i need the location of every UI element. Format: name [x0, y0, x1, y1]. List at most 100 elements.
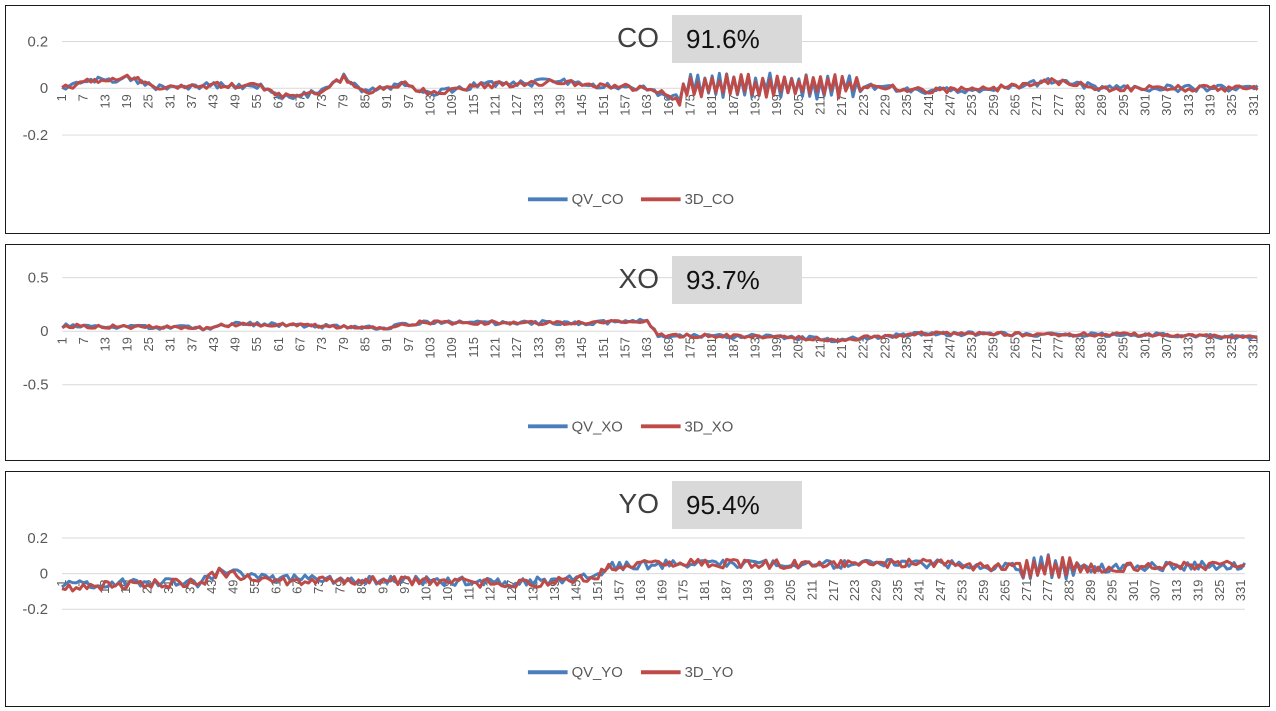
x-tick-label: 313	[1181, 94, 1196, 115]
x-tick-label: 49	[228, 337, 243, 351]
x-tick-label: 7	[76, 94, 91, 101]
x-tick-label: 325	[1224, 337, 1239, 358]
x-tick-label: 217	[826, 580, 841, 601]
x-tick-label: 13	[98, 337, 113, 351]
x-tick-label: 43	[206, 337, 221, 351]
x-tick-label: 331	[1246, 94, 1261, 115]
x-tick-label: 247	[943, 94, 958, 115]
x-tick-label: 115	[466, 337, 481, 358]
x-tick-label: 301	[1137, 337, 1152, 358]
series-line-3d_co	[61, 72, 1259, 107]
x-tick-label: 67	[293, 337, 308, 351]
x-tick-label: 37	[184, 94, 199, 108]
legend-label: QV_YO	[572, 665, 623, 681]
x-tick-label: 145	[568, 580, 583, 601]
series-line-3d_yo	[61, 554, 1245, 593]
x-tick-label: 157	[617, 94, 632, 115]
x-tick-label: 265	[1007, 337, 1022, 358]
x-tick-label: 241	[912, 580, 927, 601]
y-tick-label: -0.2	[23, 128, 49, 144]
x-tick-label: 277	[1051, 337, 1066, 358]
x-tick-label: 163	[639, 94, 654, 115]
x-tick-label: 241	[921, 337, 936, 358]
x-tick-label: 187	[726, 337, 741, 358]
legend-label: 3D_YO	[685, 665, 734, 681]
x-tick-label: 103	[423, 337, 438, 358]
x-tick-label: 283	[1073, 94, 1088, 115]
x-tick-label: 325	[1212, 580, 1227, 601]
x-tick-label: 223	[856, 94, 871, 115]
xo-chart: 0.5 0 -0.5 1 7 13 19 25 31 37 43 49 55 61 67 73 79 85 91 97…	[23, 271, 1261, 436]
x-tick-label: 7	[76, 337, 91, 344]
x-tick-label: 109	[444, 337, 459, 358]
x-tick-label: 61	[271, 337, 286, 351]
x-tick-label: 43	[206, 94, 221, 108]
x-tick-label: 91	[379, 337, 394, 351]
chart-title: XO	[618, 263, 659, 294]
percent-badge: 91.6%	[672, 15, 802, 63]
x-tick-label: 253	[964, 337, 979, 358]
y-tick-label: -0.5	[23, 378, 49, 394]
x-tick-label: 313	[1181, 337, 1196, 358]
legend-label: 3D_CO	[685, 192, 735, 208]
x-tick-label: 127	[509, 94, 524, 115]
legend-label: 3D_XO	[685, 419, 734, 435]
y-tick-label: 0.5	[28, 271, 49, 287]
x-tick-label: 121	[487, 94, 502, 115]
x-tick-label: 319	[1202, 337, 1217, 358]
x-tick-label: 181	[697, 580, 712, 601]
yo-chart: 0.20-0.21 7 13 19 25 31 37 43 49 55 61 67 73 79 85 91 97…	[22, 531, 1248, 681]
x-tick-label: 265	[1008, 94, 1023, 115]
x-tick-label: 277	[1051, 94, 1066, 115]
chart-title: YO	[618, 488, 659, 519]
x-tick-label: 133	[531, 337, 546, 358]
y-tick-label: 0.2	[28, 34, 49, 50]
x-tick-label: 127	[509, 337, 524, 358]
x-tick-label: 175	[682, 337, 697, 358]
x-tick-label: 61	[268, 580, 283, 594]
x-tick-label: 199	[769, 337, 784, 358]
x-tick-label: 301	[1126, 580, 1141, 601]
y-tick-label: 0	[40, 567, 48, 583]
x-tick-label: 97	[401, 94, 416, 108]
x-tick-label: 151	[596, 94, 611, 115]
x-tick-label: 85	[358, 337, 373, 351]
y-tick-label: 0.2	[27, 531, 48, 547]
co-chart-panel: 0.2 0 -0.2 1 7 13 19 25 31 37 43 49 55 61 67 73 79 85 91 97…	[5, 5, 1270, 234]
y-tick-label: 0	[40, 81, 48, 97]
x-tick-label: 145	[574, 94, 589, 115]
x-tick-label: 151	[596, 337, 611, 358]
x-tick-label: 205	[791, 337, 806, 358]
x-tick-label: 31	[162, 94, 177, 108]
co-chart: 0.20-0.21 7 13 19 25 31 37 43 49 55 61 67 73 79 85 91 97…	[23, 34, 1261, 208]
x-tick-label: 139	[552, 94, 567, 115]
x-tick-label: 235	[899, 337, 914, 358]
x-tick-label: 187	[726, 94, 741, 115]
x-tick-label: 43	[204, 580, 219, 594]
x-tick-label: 271	[1029, 337, 1044, 358]
x-tick-label: 319	[1203, 94, 1218, 115]
x-tick-label: 289	[1094, 337, 1109, 358]
x-tick-label: 19	[119, 94, 134, 108]
x-tick-label: 55	[249, 94, 264, 108]
x-tick-label: 295	[1105, 580, 1120, 601]
x-tick-label: 289	[1083, 580, 1098, 601]
x-tick-label: 187	[719, 580, 734, 601]
x-tick-label: 49	[225, 580, 240, 594]
x-tick-label: 37	[184, 337, 199, 351]
x-tick-label: 163	[633, 580, 648, 601]
x-tick-label: 31	[163, 337, 178, 351]
percent-badge: 95.4%	[672, 481, 802, 529]
yo-chart-panel: 0.2 0 -0.2 1 7 13 19 25 31 37 43 49 55 61 67 73 79 85 91 97…	[5, 471, 1270, 707]
x-tick-label: 217	[834, 94, 849, 115]
x-tick-label: 253	[954, 580, 969, 601]
x-tick-label: 205	[791, 94, 806, 115]
x-tick-label: 331	[1233, 580, 1248, 601]
x-tick-label: 25	[141, 94, 156, 108]
x-tick-label: 325	[1224, 94, 1239, 115]
x-tick-label: 241	[921, 94, 936, 115]
x-tick-label: 229	[877, 337, 892, 358]
x-tick-label: 169	[654, 580, 669, 601]
x-tick-label: 193	[740, 580, 755, 601]
x-tick-label: 247	[933, 580, 948, 601]
